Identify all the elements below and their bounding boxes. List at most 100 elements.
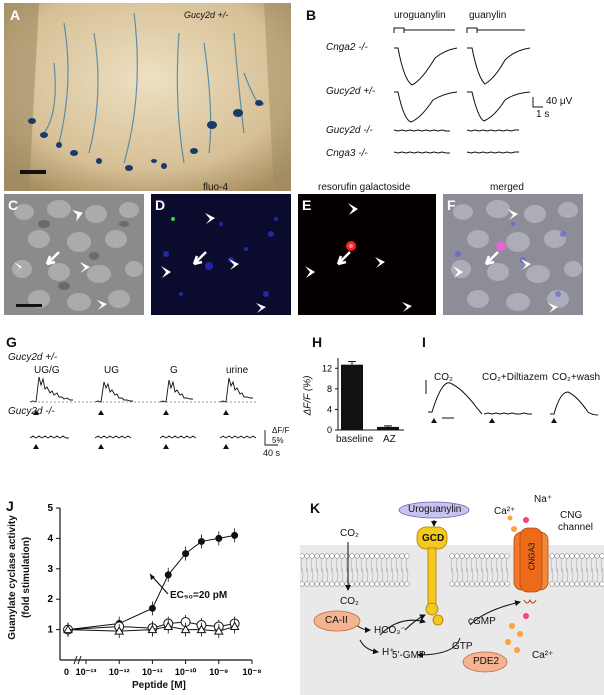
cng-channel: [513, 527, 549, 604]
lipid-tail: [305, 557, 308, 573]
stimulus-label: UG/G: [34, 365, 60, 376]
lipid-head: [300, 553, 305, 559]
data-point: [147, 624, 158, 634]
lipid-head: [454, 553, 460, 559]
lipid-tail: [570, 557, 573, 573]
y-tick-label: 4: [47, 533, 53, 544]
series-line: [67, 626, 235, 632]
data-point: [148, 604, 156, 612]
panel-label: A: [10, 7, 21, 23]
lipid-head: [589, 581, 595, 587]
co2-traces: [425, 380, 599, 423]
y-tick-label: 12: [322, 363, 332, 373]
lipid-head: [394, 581, 400, 587]
lipid-head: [454, 581, 460, 587]
lipid-head: [579, 553, 585, 559]
lipid-tail: [336, 567, 339, 583]
lipid-head: [459, 553, 465, 559]
lipid-head: [309, 581, 315, 587]
lipid-tail: [470, 557, 473, 573]
lipid-tail: [550, 557, 553, 573]
ec50-arrowhead: [150, 574, 155, 580]
data-point: [163, 621, 174, 631]
lipid-tail: [406, 567, 409, 583]
lipid-tail: [481, 567, 484, 583]
genotype-label: Gucy2d +/-: [184, 10, 229, 20]
lipid-head: [504, 553, 510, 559]
lipid-head: [344, 553, 350, 559]
panel-k: K: [300, 490, 604, 695]
panel-h: H ΔF/F (%) 0 4 8 12 baseline AZ: [300, 330, 410, 465]
lipid-head: [369, 581, 375, 587]
y-tick-label: 0: [327, 425, 332, 435]
lipid-head: [389, 581, 395, 587]
lipid-tail: [580, 557, 583, 573]
data-point: [213, 626, 224, 635]
data-point: [180, 624, 191, 634]
gcd-label: GCD: [422, 533, 445, 544]
lipid-tail: [491, 567, 494, 583]
lipid-head: [559, 581, 565, 587]
lipid-tail: [316, 567, 319, 583]
ec50-annotation: EC₅₀=20 pM: [170, 590, 228, 601]
data-point: [229, 621, 240, 631]
lipid-tail: [450, 557, 453, 573]
lipid-tail: [485, 557, 488, 573]
scale-time: 1 s: [536, 109, 550, 120]
panel-label: D: [155, 197, 166, 213]
ca-ii-shape: [313, 610, 361, 632]
scale-y-label: ΔF/F: [272, 426, 290, 435]
lipid-head: [549, 553, 555, 559]
lipid-head: [464, 553, 470, 559]
x-tick-label: 10⁻¹⁰: [175, 667, 197, 677]
lipid-tail: [560, 557, 563, 573]
lipid-tail: [455, 557, 458, 573]
lipid-head: [334, 553, 340, 559]
panel-f: F: [443, 194, 583, 315]
lipid-head: [300, 581, 305, 587]
lipid-tail: [565, 557, 568, 573]
lipid-tail: [480, 557, 483, 573]
lipid-head: [459, 581, 465, 587]
category-label: AZ: [383, 434, 396, 445]
lipid-head: [469, 581, 475, 587]
lipid-tail: [345, 557, 348, 573]
y-tick-label: 3: [47, 564, 53, 575]
lipid-head: [489, 553, 495, 559]
condition-label: CO₂: [434, 372, 453, 383]
lipid-head: [374, 553, 380, 559]
row-label: Gucy2d +/-: [8, 352, 58, 363]
lipid-head: [594, 553, 600, 559]
axis-break: [73, 655, 82, 665]
lipid-head: [479, 553, 485, 559]
gtp-label: GTP: [452, 641, 473, 652]
fluo-4-title: fluo-4: [203, 182, 229, 193]
lipid-head: [464, 581, 470, 587]
lipid-head: [349, 581, 355, 587]
row-label: Cnga2 -/-: [326, 42, 368, 53]
lipid-head: [349, 553, 355, 559]
bar: [341, 364, 363, 430]
lipid-head: [569, 553, 575, 559]
lipid-head: [564, 581, 570, 587]
panel-label: B: [306, 7, 317, 23]
lipid-tail: [380, 557, 383, 573]
lipid-tail: [471, 567, 474, 583]
lipid-head: [494, 581, 500, 587]
lipid-tail: [456, 567, 459, 583]
lipid-head: [449, 553, 455, 559]
y-tick-label: 8: [327, 384, 332, 394]
lipid-head: [589, 553, 595, 559]
cnga3-label: CNGA3: [527, 542, 537, 571]
lipid-tail: [506, 567, 509, 583]
lipid-head: [304, 581, 310, 587]
panel-d: D: [151, 194, 291, 315]
lipid-tail: [360, 557, 363, 573]
panel-b: B uroguanylin guanylin Cnga2 -/- Gucy2d …: [300, 0, 604, 190]
lipid-head: [374, 581, 380, 587]
lipid-head: [329, 553, 335, 559]
data-point: [231, 531, 239, 539]
lipid-head: [359, 553, 365, 559]
lipid-tail: [596, 567, 599, 583]
lipid-head: [599, 581, 604, 587]
